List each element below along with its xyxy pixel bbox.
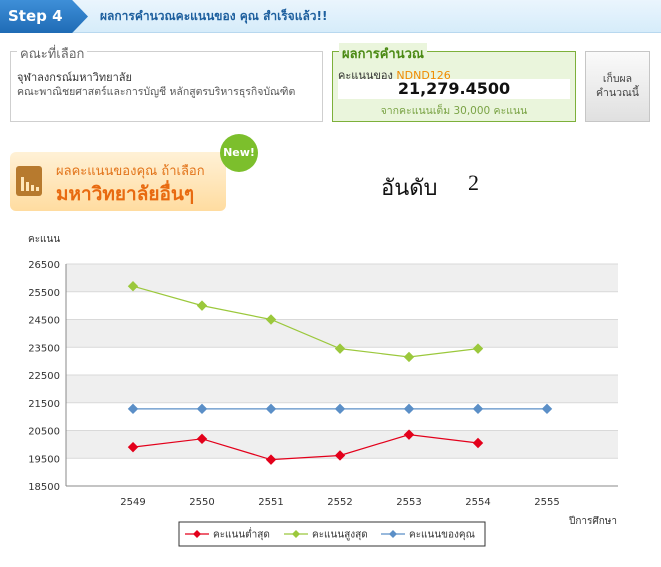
series-line — [132, 434, 479, 461]
save-button-line1: เก็บผล — [602, 73, 633, 85]
promo-line2: มหาวิทยาลัยอื่นๆ — [56, 183, 195, 205]
result-panel: ผลการคำนวณ คะแนนของ NDND126 21,279.4500 … — [332, 43, 576, 122]
grid-band — [66, 264, 618, 292]
step-title: ผลการคำนวณคะแนนของ คุณ สำเร็จแล้ว!! — [100, 9, 328, 23]
grid-band — [66, 319, 618, 348]
grid-band — [66, 291, 618, 320]
promo-line1: ผลคะแนนของคุณ ถ้าเลือก — [56, 164, 205, 179]
save-button-line2: คำนวณนี้ — [596, 87, 639, 99]
data-point — [265, 454, 277, 465]
y-tick-label: 21500 — [28, 399, 60, 410]
result-legend: ผลการคำนวณ — [339, 43, 427, 64]
data-point — [472, 403, 484, 415]
legend-marker — [292, 530, 300, 538]
x-tick-label: 2555 — [534, 497, 559, 508]
score-history-chart: 18500 19500 20500 21500 22500 23500 24500 25500… — [28, 234, 618, 547]
score-label-prefix: คะแนนของ — [338, 69, 393, 82]
data-point — [127, 403, 139, 415]
program-name: คณะพาณิชยศาสตร์และการบัญชี หลักสูตรบริหา… — [17, 86, 296, 98]
data-point — [403, 351, 415, 363]
legend-label: คะแนนต่ำสุด — [213, 527, 270, 541]
data-point — [334, 450, 346, 461]
legend-label: คะแนนสูงสุด — [312, 530, 368, 541]
data-point — [472, 437, 484, 449]
x-tick-label: 2554 — [465, 497, 490, 508]
rank-label: อันดับ — [381, 175, 438, 200]
y-tick-label: 18500 — [28, 482, 60, 493]
x-tick-label: 2553 — [396, 497, 421, 508]
data-point — [403, 429, 415, 440]
data-point — [334, 343, 346, 354]
data-point — [265, 403, 277, 415]
step-badge: Step 4 — [0, 0, 88, 33]
data-point — [403, 403, 415, 415]
university-name: จุฬาลงกรณ์มหาวิทยาลัย — [17, 71, 132, 84]
step-header: Step 4 ผลการคำนวณคะแนนของ คุณ สำเร็จแล้ว… — [0, 0, 661, 33]
rank-value: 2 — [468, 170, 479, 195]
other-university-banner[interactable]: ผลคะแนนของคุณ ถ้าเลือก มหาวิทยาลัยอื่นๆ — [10, 152, 226, 211]
full-score-note: จากคะแนนเต็ม 30,000 คะแนน — [380, 105, 528, 117]
series-line — [132, 285, 479, 358]
data-point — [196, 433, 208, 445]
faculty-legend: คณะที่เลือก — [17, 43, 88, 64]
data-point — [127, 280, 139, 292]
score-label: คะแนนของ NDND126 — [338, 66, 451, 84]
user-code: NDND126 — [396, 69, 451, 82]
legend-marker — [389, 530, 397, 538]
legend-label: คะแนนของคุณ — [409, 530, 475, 541]
x-tick-label: 2550 — [189, 497, 214, 508]
new-badge: New! — [220, 134, 258, 172]
score-value: 21,279.4500 — [338, 79, 570, 99]
data-point — [541, 403, 553, 415]
y-tick-label: 20500 — [28, 427, 60, 438]
grid-band — [66, 458, 618, 486]
data-point — [472, 343, 484, 354]
legend-marker — [193, 530, 201, 538]
grid-band — [66, 347, 618, 375]
y-tick-label: 26500 — [28, 260, 60, 271]
data-point — [127, 441, 139, 453]
save-result-button[interactable]: เก็บผล คำนวณนี้ — [585, 51, 650, 122]
selected-faculty-panel: คณะที่เลือก จุฬาลงกรณ์มหาวิทยาลัย คณะพาณ… — [10, 43, 323, 122]
data-point — [265, 314, 277, 325]
y-tick-label: 19500 — [28, 454, 60, 465]
y-tick-label: 22500 — [28, 371, 60, 382]
y-axis-title: คะแนน — [28, 234, 60, 245]
x-axis-title: ปีการศึกษา — [568, 515, 617, 527]
y-tick-label: 24500 — [28, 316, 60, 327]
grid-band — [66, 375, 618, 403]
bar-chart-icon — [16, 166, 42, 196]
x-tick-label: 2549 — [120, 497, 145, 508]
data-point — [334, 403, 346, 415]
data-point — [196, 403, 208, 415]
x-tick-label: 2552 — [327, 497, 352, 508]
data-point — [196, 300, 208, 311]
chart-legend — [178, 521, 486, 547]
x-tick-label: 2551 — [258, 497, 283, 508]
y-tick-label: 25500 — [28, 288, 60, 299]
y-tick-label: 23500 — [28, 343, 60, 354]
